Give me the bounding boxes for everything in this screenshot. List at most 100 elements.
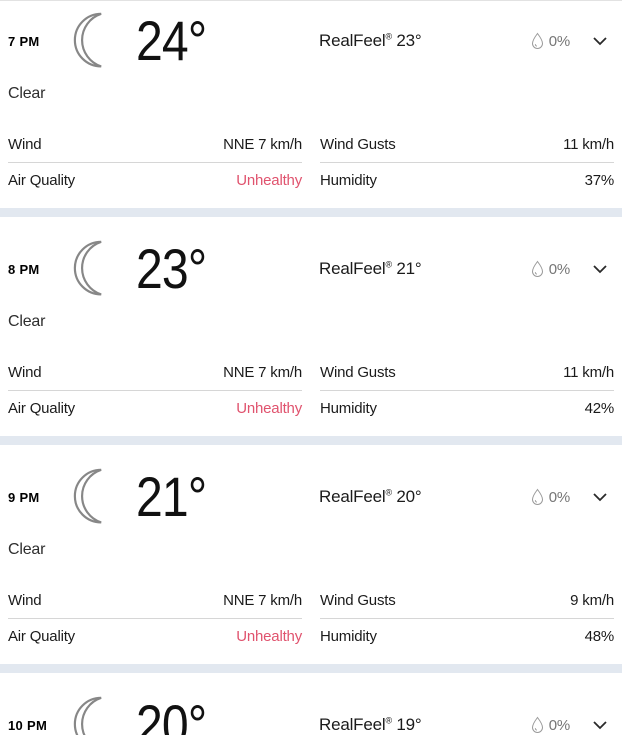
temperature: 24°: [136, 9, 207, 72]
precipitation-droplet-icon: [530, 260, 545, 278]
realfeel-value: 19°: [396, 715, 422, 734]
detail-row-air-quality: Air Quality Unhealthy: [8, 391, 302, 426]
realfeel-label: RealFeel® 19°: [319, 715, 422, 734]
detail-row-air-quality: Air Quality Unhealthy: [8, 619, 302, 654]
hourly-card-header[interactable]: 8 PM 23° RealFeel® 21° 0%: [8, 231, 614, 307]
air-quality-label: Air Quality: [8, 628, 75, 645]
wind-label: Wind: [8, 364, 42, 381]
registered-mark: ®: [385, 487, 392, 498]
detail-row-humidity: Humidity 48%: [320, 619, 614, 654]
precipitation-droplet-icon: [530, 488, 545, 506]
humidity-label: Humidity: [320, 172, 377, 189]
condition-text: Clear: [8, 541, 46, 558]
condition-text: Clear: [8, 85, 46, 102]
hourly-card: 8 PM 23° RealFeel® 21° 0%: [0, 217, 622, 436]
hourly-card-header-right: RealFeel® 19° 0%: [311, 715, 614, 735]
hour-label: 8 PM: [8, 261, 40, 277]
humidity-value: 37%: [584, 172, 615, 189]
humidity-value: 42%: [584, 400, 615, 417]
card-separator: [0, 436, 622, 445]
realfeel-label: RealFeel® 20°: [319, 487, 422, 506]
detail-row-wind-gusts: Wind Gusts 11 km/h: [320, 127, 614, 163]
details-grid: Wind NNE 7 km/h Wind Gusts 11 km/h Air Q…: [8, 127, 614, 198]
hour-label: 10 PM: [8, 717, 48, 733]
details-grid: Wind NNE 7 km/h Wind Gusts 11 km/h Air Q…: [8, 355, 614, 426]
hour-label: 7 PM: [8, 33, 40, 49]
hourly-card: 9 PM 21° RealFeel® 20° 0%: [0, 445, 622, 664]
air-quality-value: Unhealthy: [236, 172, 302, 189]
air-quality-label: Air Quality: [8, 400, 75, 417]
hourly-card-header[interactable]: 9 PM 21° RealFeel® 20° 0%: [8, 459, 614, 535]
wind-label: Wind: [8, 592, 42, 609]
clear-night-moon-icon: [64, 236, 122, 302]
precipitation-percent: 0%: [548, 488, 570, 506]
wind-value: NNE 7 km/h: [223, 136, 302, 153]
realfeel-value: 23°: [396, 31, 422, 50]
wind-gusts-value: 9 km/h: [570, 592, 614, 609]
detail-row-air-quality: Air Quality Unhealthy: [8, 163, 302, 198]
clear-night-moon-icon: [64, 692, 122, 735]
wind-gusts-value: 11 km/h: [563, 136, 614, 153]
humidity-value: 48%: [584, 628, 615, 645]
registered-mark: ®: [385, 31, 392, 42]
hourly-card-header-left: 9 PM 21°: [8, 464, 311, 530]
detail-row-humidity: Humidity 37%: [320, 163, 614, 198]
hourly-card-header[interactable]: 7 PM 24° RealFeel® 23° 0%: [8, 3, 614, 79]
precipitation-droplet-icon: [530, 716, 545, 734]
air-quality-value: Unhealthy: [236, 628, 302, 645]
hourly-card-header-right: RealFeel® 21° 0%: [311, 259, 614, 279]
hourly-card: 7 PM 24° RealFeel® 23° 0%: [0, 0, 622, 208]
humidity-label: Humidity: [320, 400, 377, 417]
hourly-card-header-right: RealFeel® 20° 0%: [311, 487, 614, 507]
hourly-card-header-left: 10 PM 20°: [8, 692, 311, 735]
precipitation-cluster: 0%: [530, 32, 608, 50]
chevron-down-icon[interactable]: [592, 717, 608, 733]
chevron-down-icon[interactable]: [592, 261, 608, 277]
temperature: 23°: [136, 237, 207, 300]
hour-label: 9 PM: [8, 489, 40, 505]
clear-night-moon-icon: [64, 8, 122, 74]
hourly-card: 10 PM 20° RealFeel® 19° 0%: [0, 673, 622, 735]
hourly-card-header-left: 7 PM 24°: [8, 8, 311, 74]
precipitation-cluster: 0%: [530, 716, 608, 734]
temperature: 21°: [136, 465, 207, 528]
chevron-down-icon[interactable]: [592, 489, 608, 505]
clear-night-moon-icon: [64, 464, 122, 530]
realfeel-label: RealFeel® 23°: [319, 31, 422, 50]
precipitation-cluster: 0%: [530, 488, 608, 506]
precipitation-percent: 0%: [548, 260, 570, 278]
hourly-card-header[interactable]: 10 PM 20° RealFeel® 19° 0%: [8, 687, 614, 735]
detail-row-wind-gusts: Wind Gusts 11 km/h: [320, 355, 614, 391]
detail-row-wind: Wind NNE 7 km/h: [8, 127, 302, 163]
precipitation-percent: 0%: [548, 716, 570, 734]
realfeel-value: 20°: [396, 487, 422, 506]
wind-gusts-label: Wind Gusts: [320, 592, 396, 609]
card-separator: [0, 664, 622, 673]
precipitation-percent: 0%: [548, 32, 570, 50]
card-separator: [0, 208, 622, 217]
wind-gusts-label: Wind Gusts: [320, 136, 396, 153]
wind-value: NNE 7 km/h: [223, 592, 302, 609]
precipitation-droplet-icon: [530, 32, 545, 50]
detail-row-wind: Wind NNE 7 km/h: [8, 355, 302, 391]
details-grid: Wind NNE 7 km/h Wind Gusts 9 km/h Air Qu…: [8, 583, 614, 654]
air-quality-label: Air Quality: [8, 172, 75, 189]
wind-gusts-label: Wind Gusts: [320, 364, 396, 381]
detail-row-humidity: Humidity 42%: [320, 391, 614, 426]
wind-gusts-value: 11 km/h: [563, 364, 614, 381]
registered-mark: ®: [385, 259, 392, 270]
condition-text: Clear: [8, 313, 46, 330]
air-quality-value: Unhealthy: [236, 400, 302, 417]
realfeel-label: RealFeel® 21°: [319, 259, 422, 278]
precipitation-cluster: 0%: [530, 260, 608, 278]
hourly-card-header-right: RealFeel® 23° 0%: [311, 31, 614, 51]
chevron-down-icon[interactable]: [592, 33, 608, 49]
detail-row-wind-gusts: Wind Gusts 9 km/h: [320, 583, 614, 619]
registered-mark: ®: [385, 715, 392, 726]
wind-label: Wind: [8, 136, 42, 153]
humidity-label: Humidity: [320, 628, 377, 645]
hourly-card-header-left: 8 PM 23°: [8, 236, 311, 302]
realfeel-value: 21°: [396, 259, 422, 278]
temperature: 20°: [136, 693, 207, 735]
